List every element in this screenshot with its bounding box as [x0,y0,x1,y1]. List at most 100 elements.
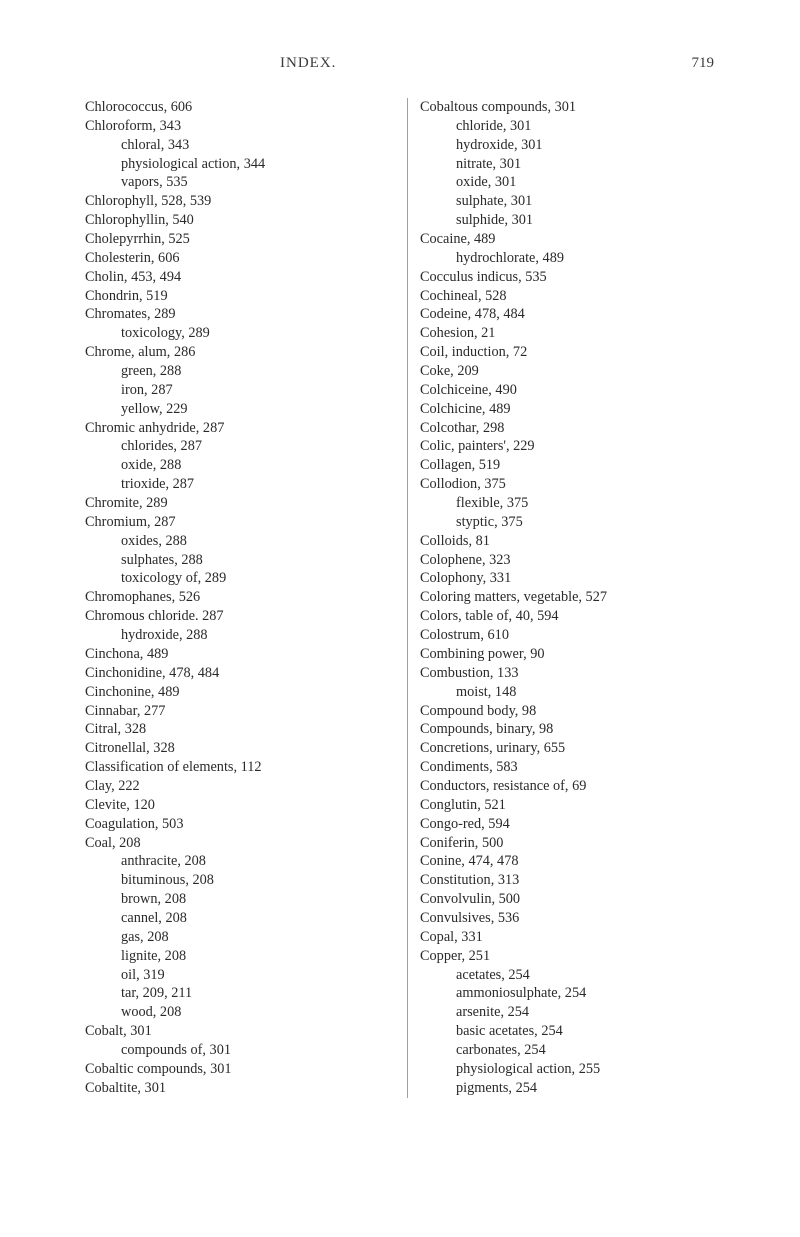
index-entry: Chromic anhydride, 287 [85,419,397,438]
page-number: 719 [692,55,715,72]
index-entry: Cochineal, 528 [420,287,732,306]
index-entry: Coil, induction, 72 [420,343,732,362]
index-entry: cannel, 208 [85,909,397,928]
index-entry: iron, 287 [85,381,397,400]
index-entry: Citral, 328 [85,720,397,739]
right-column: Cobaltous compounds, 301chloride, 301hyd… [407,98,732,1098]
index-entry: Chromite, 289 [85,494,397,513]
index-entry: Colophony, 331 [420,569,732,588]
index-entry: Coloring matters, vegetable, 527 [420,588,732,607]
index-entry: Cobaltic compounds, 301 [85,1060,397,1079]
index-entry: Cholesterin, 606 [85,249,397,268]
index-columns: Chlorococcus, 606Chloroform, 343chloral,… [85,98,732,1098]
index-entry: Convolvulin, 500 [420,890,732,909]
index-entry: Conductors, resistance of, 69 [420,777,732,796]
index-entry: Chloroform, 343 [85,117,397,136]
index-entry: Collodion, 375 [420,475,732,494]
index-entry: Congo-red, 594 [420,815,732,834]
index-entry: Chromates, 289 [85,305,397,324]
index-entry: yellow, 229 [85,400,397,419]
index-entry: chloride, 301 [420,117,732,136]
index-entry: basic acetates, 254 [420,1022,732,1041]
index-entry: Chlorophyll, 528, 539 [85,192,397,211]
index-entry: Coniferin, 500 [420,834,732,853]
index-entry: sulphate, 301 [420,192,732,211]
index-entry: Combining power, 90 [420,645,732,664]
index-entry: tar, 209, 211 [85,984,397,1003]
index-entry: Classification of elements, 112 [85,758,397,777]
index-entry: Cinnabar, 277 [85,702,397,721]
index-entry: Chlorococcus, 606 [85,98,397,117]
index-entry: Colostrum, 610 [420,626,732,645]
index-entry: Cocaine, 489 [420,230,732,249]
index-entry: bituminous, 208 [85,871,397,890]
index-entry: hydrochlorate, 489 [420,249,732,268]
index-entry: chlorides, 287 [85,437,397,456]
index-entry: gas, 208 [85,928,397,947]
index-entry: hydroxide, 288 [85,626,397,645]
index-entry: Cinchona, 489 [85,645,397,664]
index-entry: Colchicine, 489 [420,400,732,419]
index-entry: Cohesion, 21 [420,324,732,343]
index-entry: Copal, 331 [420,928,732,947]
index-entry: Constitution, 313 [420,871,732,890]
index-entry: Citronellal, 328 [85,739,397,758]
index-entry: Clevite, 120 [85,796,397,815]
index-entry: Concretions, urinary, 655 [420,739,732,758]
index-entry: Colophene, 323 [420,551,732,570]
index-entry: trioxide, 287 [85,475,397,494]
index-entry: hydroxide, 301 [420,136,732,155]
index-entry: physiological action, 344 [85,155,397,174]
index-entry: Codeine, 478, 484 [420,305,732,324]
index-entry: anthracite, 208 [85,852,397,871]
index-entry: Cholepyrrhin, 525 [85,230,397,249]
index-entry: Cocculus indicus, 535 [420,268,732,287]
index-entry: Colors, table of, 40, 594 [420,607,732,626]
index-entry: pigments, 254 [420,1079,732,1098]
index-entry: Compound body, 98 [420,702,732,721]
section-title: INDEX. [280,55,336,72]
index-entry: Cinchonidine, 478, 484 [85,664,397,683]
index-entry: Convulsives, 536 [420,909,732,928]
index-entry: moist, 148 [420,683,732,702]
index-entry: oxide, 301 [420,173,732,192]
index-entry: styptic, 375 [420,513,732,532]
index-entry: physiological action, 255 [420,1060,732,1079]
index-entry: toxicology of, 289 [85,569,397,588]
index-entry: lignite, 208 [85,947,397,966]
index-entry: Cobaltite, 301 [85,1079,397,1098]
index-entry: flexible, 375 [420,494,732,513]
index-entry: toxicology, 289 [85,324,397,343]
index-entry: Coal, 208 [85,834,397,853]
index-entry: Colchiceine, 490 [420,381,732,400]
index-entry: Coke, 209 [420,362,732,381]
index-entry: Colcothar, 298 [420,419,732,438]
index-entry: Clay, 222 [85,777,397,796]
index-entry: sulphates, 288 [85,551,397,570]
index-entry: Colloids, 81 [420,532,732,551]
index-entry: nitrate, 301 [420,155,732,174]
index-entry: Cholin, 453, 494 [85,268,397,287]
index-entry: carbonates, 254 [420,1041,732,1060]
index-entry: chloral, 343 [85,136,397,155]
index-entry: Chromous chloride. 287 [85,607,397,626]
index-entry: Conine, 474, 478 [420,852,732,871]
index-entry: oil, 319 [85,966,397,985]
left-column: Chlorococcus, 606Chloroform, 343chloral,… [85,98,407,1098]
index-entry: brown, 208 [85,890,397,909]
page-header: INDEX. 719 [85,55,732,72]
index-entry: Chrome, alum, 286 [85,343,397,362]
index-entry: Coagulation, 503 [85,815,397,834]
index-entry: Chlorophyllin, 540 [85,211,397,230]
index-entry: ammoniosulphate, 254 [420,984,732,1003]
index-entry: green, 288 [85,362,397,381]
index-entry: Cinchonine, 489 [85,683,397,702]
index-entry: Compounds, binary, 98 [420,720,732,739]
index-entry: oxide, 288 [85,456,397,475]
index-entry: arsenite, 254 [420,1003,732,1022]
index-entry: Condiments, 583 [420,758,732,777]
index-entry: wood, 208 [85,1003,397,1022]
index-entry: Conglutin, 521 [420,796,732,815]
index-entry: vapors, 535 [85,173,397,192]
index-entry: compounds of, 301 [85,1041,397,1060]
